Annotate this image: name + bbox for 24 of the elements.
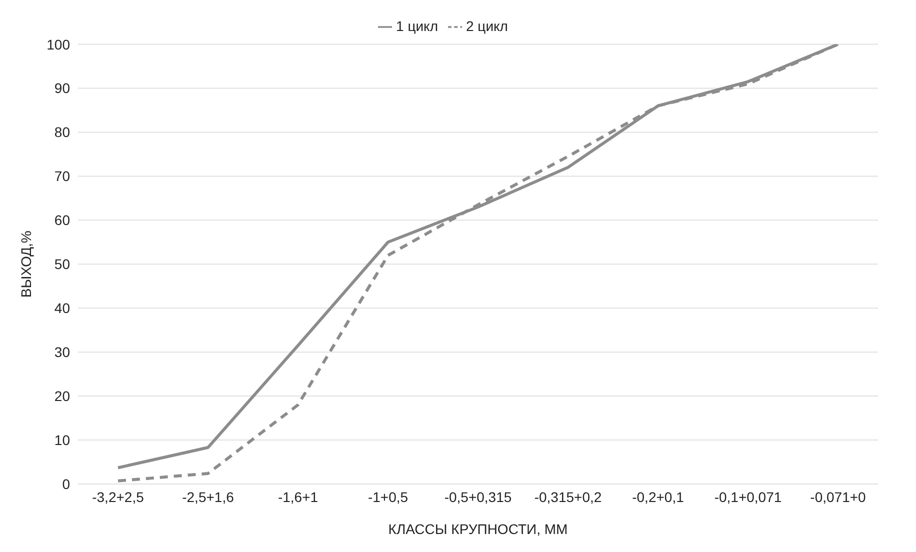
x-tick-label: -0,071+0 — [810, 488, 866, 505]
y-tick-label: 70 — [54, 168, 70, 184]
legend-label: 1 цикл — [396, 18, 438, 34]
x-tick-label: -0,1+0,071 — [714, 488, 782, 505]
y-tick-label: 20 — [54, 388, 70, 404]
x-tick-label: -3,2+2,5 — [92, 488, 144, 505]
x-tick-label: -0,5+0,315 — [444, 488, 512, 505]
y-tick-label: 50 — [54, 256, 70, 272]
y-tick-label: 60 — [54, 212, 70, 228]
x-tick-label: -2,5+1,6 — [182, 488, 234, 505]
legend-label: 2 цикл — [466, 18, 508, 34]
y-tick-label: 30 — [54, 344, 70, 360]
y-axis-title: ВЫХОД,% — [18, 230, 34, 298]
y-tick-label: 40 — [54, 300, 70, 316]
x-axis-title: КЛАССЫ КРУПНОСТИ, ММ — [388, 521, 568, 537]
x-tick-label: -0,315+0,2 — [534, 488, 602, 505]
y-tick-label: 100 — [46, 36, 70, 52]
x-tick-label: -1,6+1 — [278, 488, 318, 505]
y-tick-label: 90 — [54, 80, 70, 96]
y-tick-label: 0 — [62, 476, 70, 492]
x-tick-label: -1+0,5 — [368, 488, 408, 505]
x-tick-label: -0,2+0,1 — [632, 488, 684, 505]
y-tick-label: 80 — [54, 124, 70, 140]
y-tick-label: 10 — [54, 432, 70, 448]
